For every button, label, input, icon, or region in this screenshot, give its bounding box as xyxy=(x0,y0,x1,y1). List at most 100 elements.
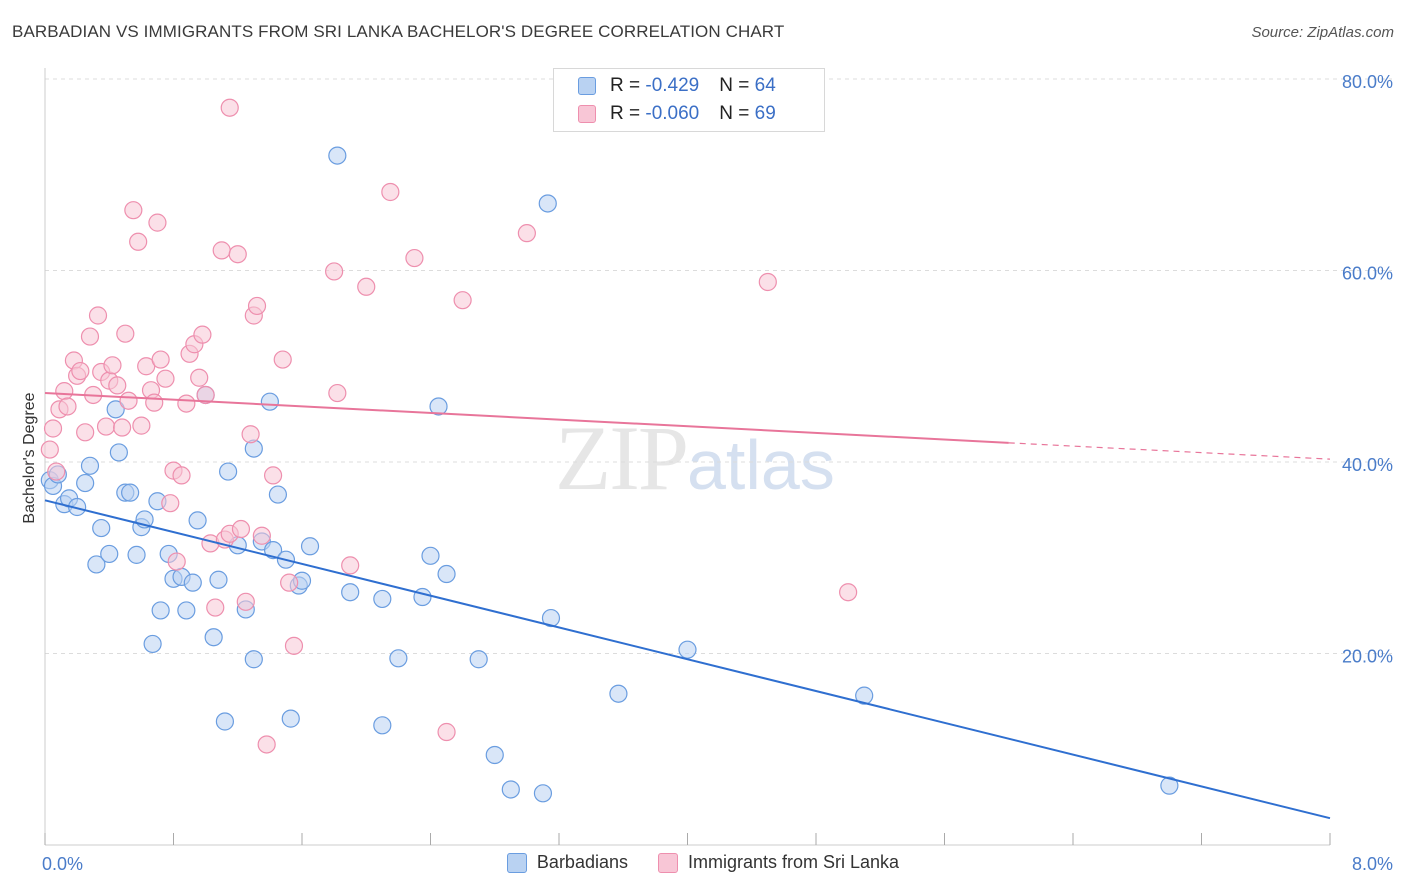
barbadians-point[interactable] xyxy=(219,462,238,481)
sri-lanka-point[interactable] xyxy=(212,241,231,260)
barbadians-point[interactable] xyxy=(501,780,520,799)
sri-lanka-point[interactable] xyxy=(206,598,225,617)
barbadians-point[interactable] xyxy=(538,194,557,213)
sri-lanka-point[interactable] xyxy=(236,592,255,611)
barbadians-point[interactable] xyxy=(183,573,202,592)
sri-lanka-point[interactable] xyxy=(437,722,456,742)
barbadians-point[interactable] xyxy=(143,634,162,654)
sri-lanka-point[interactable] xyxy=(328,383,347,403)
sri-lanka-point[interactable] xyxy=(177,394,196,413)
barbadians-point[interactable] xyxy=(209,570,228,589)
sri-lanka-point[interactable] xyxy=(80,327,100,346)
sri-lanka-point[interactable] xyxy=(273,350,292,369)
barbadians-point[interactable] xyxy=(87,555,106,574)
sri-lanka-point[interactable] xyxy=(76,423,95,442)
barbadians-point[interactable] xyxy=(373,589,392,609)
sri-lanka-point[interactable] xyxy=(161,494,180,513)
sri-lanka-point[interactable] xyxy=(190,368,209,387)
sri-lanka-point[interactable] xyxy=(196,385,215,405)
sri-lanka-point[interactable] xyxy=(88,306,108,325)
sri-lanka-point[interactable] xyxy=(145,393,164,412)
sri-lanka-point[interactable] xyxy=(96,417,116,436)
barbadians-point[interactable] xyxy=(188,511,207,530)
sri-lanka-point[interactable] xyxy=(325,262,344,281)
barbadians-point[interactable] xyxy=(678,640,697,659)
barbadians-point[interactable] xyxy=(413,587,432,607)
barbadians-point[interactable] xyxy=(429,397,448,416)
sri-lanka-point[interactable] xyxy=(241,425,260,444)
sri-lanka-point[interactable] xyxy=(284,636,304,655)
barbadians-point[interactable] xyxy=(855,686,874,705)
sri-lanka-point[interactable] xyxy=(167,552,186,571)
sri-lanka-point[interactable] xyxy=(43,419,63,438)
barbadians-point[interactable] xyxy=(1160,776,1179,795)
sri-lanka-point[interactable] xyxy=(839,583,858,602)
barbadians-point[interactable] xyxy=(204,628,223,647)
sri-lanka-point[interactable] xyxy=(228,245,247,264)
barbadians-point[interactable] xyxy=(389,649,408,668)
sri-lanka-point[interactable] xyxy=(71,361,90,381)
barbadians-point[interactable] xyxy=(151,601,170,620)
sri-lanka-point[interactable] xyxy=(280,573,299,592)
sri-lanka-point[interactable] xyxy=(263,466,283,485)
sri-lanka-point[interactable] xyxy=(257,735,276,754)
sri-lanka-point[interactable] xyxy=(231,519,251,539)
sri-lanka-point[interactable] xyxy=(58,397,77,416)
sri-lanka-point[interactable] xyxy=(55,382,74,401)
sri-lanka-point[interactable] xyxy=(148,213,167,232)
sri-lanka-point[interactable] xyxy=(116,324,135,343)
sri-lanka-point[interactable] xyxy=(151,350,170,369)
barbadians-point[interactable] xyxy=(373,716,392,735)
barbadians-point[interactable] xyxy=(127,545,146,564)
sri-lanka-point[interactable] xyxy=(453,291,472,310)
barbadians-point[interactable] xyxy=(263,540,283,560)
sri-lanka-point[interactable] xyxy=(341,556,360,575)
barbadians-point[interactable] xyxy=(300,537,320,556)
barbadians-point[interactable] xyxy=(469,650,488,669)
barbadians-point[interactable] xyxy=(76,473,95,493)
legend-item-sri-lanka[interactable]: Immigrants from Sri Lanka xyxy=(658,852,899,873)
sri-lanka-point[interactable] xyxy=(156,369,175,388)
barbadians-point[interactable] xyxy=(121,483,140,502)
barbadians-point[interactable] xyxy=(260,392,279,411)
sri-lanka-point[interactable] xyxy=(129,232,148,251)
sri-lanka-point[interactable] xyxy=(172,466,191,485)
sri-lanka-point[interactable] xyxy=(132,416,151,435)
sri-lanka-point[interactable] xyxy=(517,224,536,243)
barbadians-point[interactable] xyxy=(421,546,440,565)
y-tick-label: 20.0% xyxy=(1342,647,1393,667)
sri-lanka-point[interactable] xyxy=(193,325,212,344)
sri-lanka-point[interactable] xyxy=(381,182,400,202)
barbadians-point[interactable] xyxy=(533,784,553,803)
barbadians-point[interactable] xyxy=(244,650,263,669)
sri-lanka-point[interactable] xyxy=(103,356,122,375)
sri-lanka-point[interactable] xyxy=(112,418,132,437)
sri-lanka-point[interactable] xyxy=(119,391,138,410)
barbadians-point[interactable] xyxy=(177,601,196,620)
barbadians-point[interactable] xyxy=(328,146,347,165)
barbadians-point[interactable] xyxy=(485,745,504,765)
legend-item-barbadians[interactable]: Barbadians xyxy=(506,852,628,873)
barbadians-point[interactable] xyxy=(609,684,628,703)
sri-lanka-point[interactable] xyxy=(220,98,239,117)
barbadians-point[interactable] xyxy=(109,443,128,462)
barbadians-point[interactable] xyxy=(541,608,561,628)
barbadians-point[interactable] xyxy=(268,485,288,504)
sri-lanka-point[interactable] xyxy=(124,201,143,220)
sri-lanka-point[interactable] xyxy=(108,376,127,395)
barbadians-point[interactable] xyxy=(215,712,234,731)
sri-lanka-point[interactable] xyxy=(247,296,267,316)
barbadians-point[interactable] xyxy=(341,583,360,602)
barbadians-point[interactable] xyxy=(100,544,119,564)
barbadians-point[interactable] xyxy=(281,709,300,728)
sri-lanka-point[interactable] xyxy=(357,277,376,296)
sri-lanka-point[interactable] xyxy=(405,248,424,268)
sri-lanka-point[interactable] xyxy=(47,462,66,481)
barbadians-point[interactable] xyxy=(106,400,125,419)
sri-lanka-point[interactable] xyxy=(40,440,59,459)
barbadians-point[interactable] xyxy=(437,564,456,584)
sri-lanka-point[interactable] xyxy=(252,526,271,545)
barbadians-point[interactable] xyxy=(92,518,111,538)
sri-lanka-point[interactable] xyxy=(758,272,777,292)
barbadians-point[interactable] xyxy=(80,456,100,475)
